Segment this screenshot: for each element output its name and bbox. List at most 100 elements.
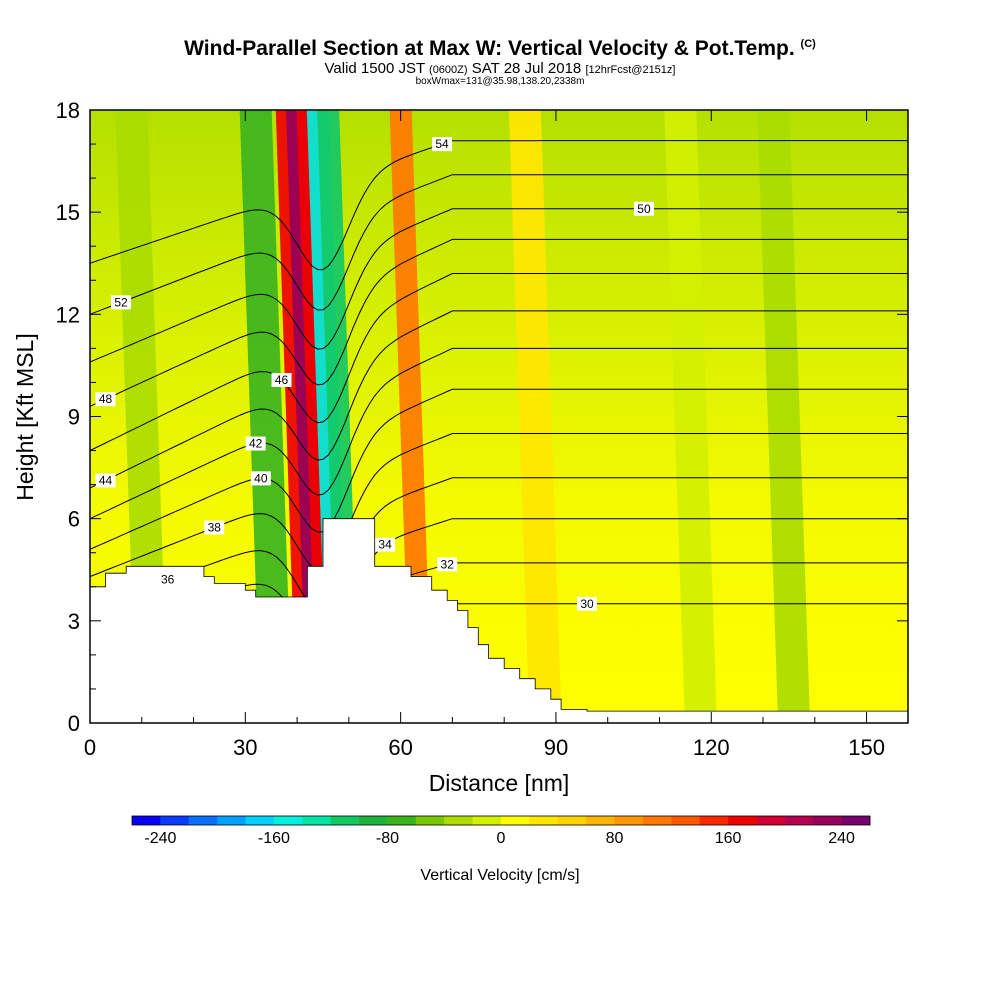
contour-label-bg-32	[437, 557, 458, 572]
y-tick-label-0: 0	[68, 711, 80, 736]
y-axis-title: Height [Kft MSL]	[12, 333, 38, 500]
title-mark: (C)	[800, 38, 816, 50]
colorbar-tick-label--240: -240	[144, 830, 176, 847]
velocity-column-5	[389, 110, 433, 723]
contour-label-bg-38	[204, 520, 225, 535]
forecast-info: [12hrFcst@2151z]	[585, 64, 676, 76]
contour-label-50: 50	[637, 202, 651, 216]
theta-contour-40	[90, 388, 908, 550]
valid-time-b: SAT 28 Jul 2018	[471, 60, 582, 77]
valid-time-line: Valid 1500 JST (0600Z) SAT 28 Jul 2018 […	[0, 60, 1000, 77]
colorbar-swatch-0	[132, 816, 161, 825]
colorbar-swatch-1	[160, 816, 190, 825]
colorbar-swatch-6	[302, 816, 332, 825]
valid-time-a: Valid 1500 JST	[324, 60, 425, 77]
theta-contour-52	[90, 174, 908, 315]
contour-label-bg-44	[95, 473, 116, 488]
colorbar-swatch-20	[699, 816, 729, 825]
colorbar-tick-label--160: -160	[258, 830, 290, 847]
chart-title-text: Wind-Parallel Section at Max W: Vertical…	[184, 37, 795, 60]
x-tick-label-90: 90	[544, 735, 568, 760]
colorbar-swatch-19	[671, 816, 701, 825]
x-tick-label-60: 60	[388, 735, 412, 760]
colorbar-swatch-22	[756, 816, 786, 825]
x-tick-label-120: 120	[693, 735, 730, 760]
y-tick-label-18: 18	[56, 98, 80, 123]
colorbar-swatch-17	[614, 816, 644, 825]
colorbar-swatch-16	[586, 816, 615, 825]
theta-contour-38	[90, 433, 908, 578]
contour-label-30: 30	[580, 597, 594, 611]
contour-label-36: 36	[161, 572, 175, 586]
contour-label-bg-54	[432, 137, 453, 152]
colorbar-frame	[131, 815, 871, 826]
colorbar-title: Vertical Velocity [cm/s]	[420, 867, 579, 884]
valid-time-zulu: (0600Z)	[429, 64, 468, 76]
colorbar-swatch-2	[188, 816, 218, 825]
colorbar-swatch-21	[728, 816, 757, 825]
y-tick-label-9: 9	[68, 405, 80, 430]
colorbar-swatch-3	[217, 816, 246, 825]
colorbar-swatch-18	[642, 816, 672, 825]
theta-contour-36	[90, 477, 908, 610]
colorbar-swatch-7	[330, 816, 360, 825]
theta-contour-46	[90, 273, 908, 452]
contour-label-38: 38	[208, 521, 222, 535]
colorbar-swatch-8	[359, 816, 388, 825]
terrain	[90, 518, 908, 723]
terrain-outline	[89, 518, 909, 723]
contour-label-bg-36	[157, 572, 178, 587]
colorbar: -240 -160 -80 0 80 160 240	[131, 815, 871, 847]
colorbar-swatch-13	[501, 816, 530, 825]
y-tick-label-12: 12	[56, 302, 80, 327]
chart-title: Wind-Parallel Section at Max W: Vertical…	[0, 37, 1000, 61]
contour-label-54: 54	[435, 137, 449, 151]
colorbar-swatch-10	[415, 816, 445, 825]
velocity-column-10	[508, 110, 562, 723]
colorbar-tick-label-240: 240	[828, 830, 855, 847]
contour-label-34: 34	[378, 538, 392, 552]
contour-label-32: 32	[441, 557, 455, 571]
velocity-column-8	[664, 110, 717, 723]
theta-contour-48	[90, 238, 908, 407]
colorbar-swatch-5	[273, 816, 303, 825]
y-tick-label-3: 3	[68, 609, 80, 634]
contour-label-48: 48	[99, 392, 113, 406]
contour-label-42: 42	[249, 437, 263, 451]
x-tick-label-150: 150	[848, 735, 885, 760]
y-tick-label-6: 6	[68, 507, 80, 532]
theta-contour-42	[90, 347, 908, 520]
y-tick-label-15: 15	[56, 200, 80, 225]
x-axis-title: Distance [nm]	[429, 770, 570, 796]
theta-contour-54	[90, 140, 908, 271]
colorbar-swatch-23	[784, 816, 814, 825]
contour-label-bg-40	[250, 471, 271, 486]
contour-label-bg-30	[577, 596, 598, 611]
colorbar-swatch-12	[472, 816, 502, 825]
colorbar-tick-label-80: 80	[606, 830, 624, 847]
contour-label-bg-46	[271, 373, 292, 388]
velocity-column-9	[757, 110, 811, 723]
theta-contour-44	[90, 310, 908, 489]
colorbar-swatch-15	[557, 816, 587, 825]
contour-label-40: 40	[254, 471, 268, 485]
velocity-column-6	[239, 110, 293, 723]
contour-labels: 30 32 34 36 38 40 42 44 46 48 50 52 54	[89, 137, 909, 723]
colorbar-swatch-11	[444, 816, 474, 825]
contour-label-bg-50	[633, 201, 654, 216]
colorbar-tick-label-160: 160	[715, 830, 742, 847]
contour-label-bg-42	[245, 436, 266, 451]
theta-contour-50	[90, 208, 908, 363]
contour-label-bg-48	[95, 392, 116, 407]
x-tick-label-30: 30	[233, 735, 257, 760]
colorbar-swatch-4	[245, 816, 275, 825]
colorbar-tick-label-0: 0	[497, 830, 506, 847]
contour-label-46: 46	[275, 373, 289, 387]
box-info: boxWmax=131@35.98,138.20,2338m	[415, 76, 585, 87]
contour-label-bg-34	[375, 537, 396, 552]
colorbar-swatch-24	[813, 816, 843, 825]
contour-label-52: 52	[114, 295, 128, 309]
colorbar-swatch-25	[841, 816, 871, 825]
